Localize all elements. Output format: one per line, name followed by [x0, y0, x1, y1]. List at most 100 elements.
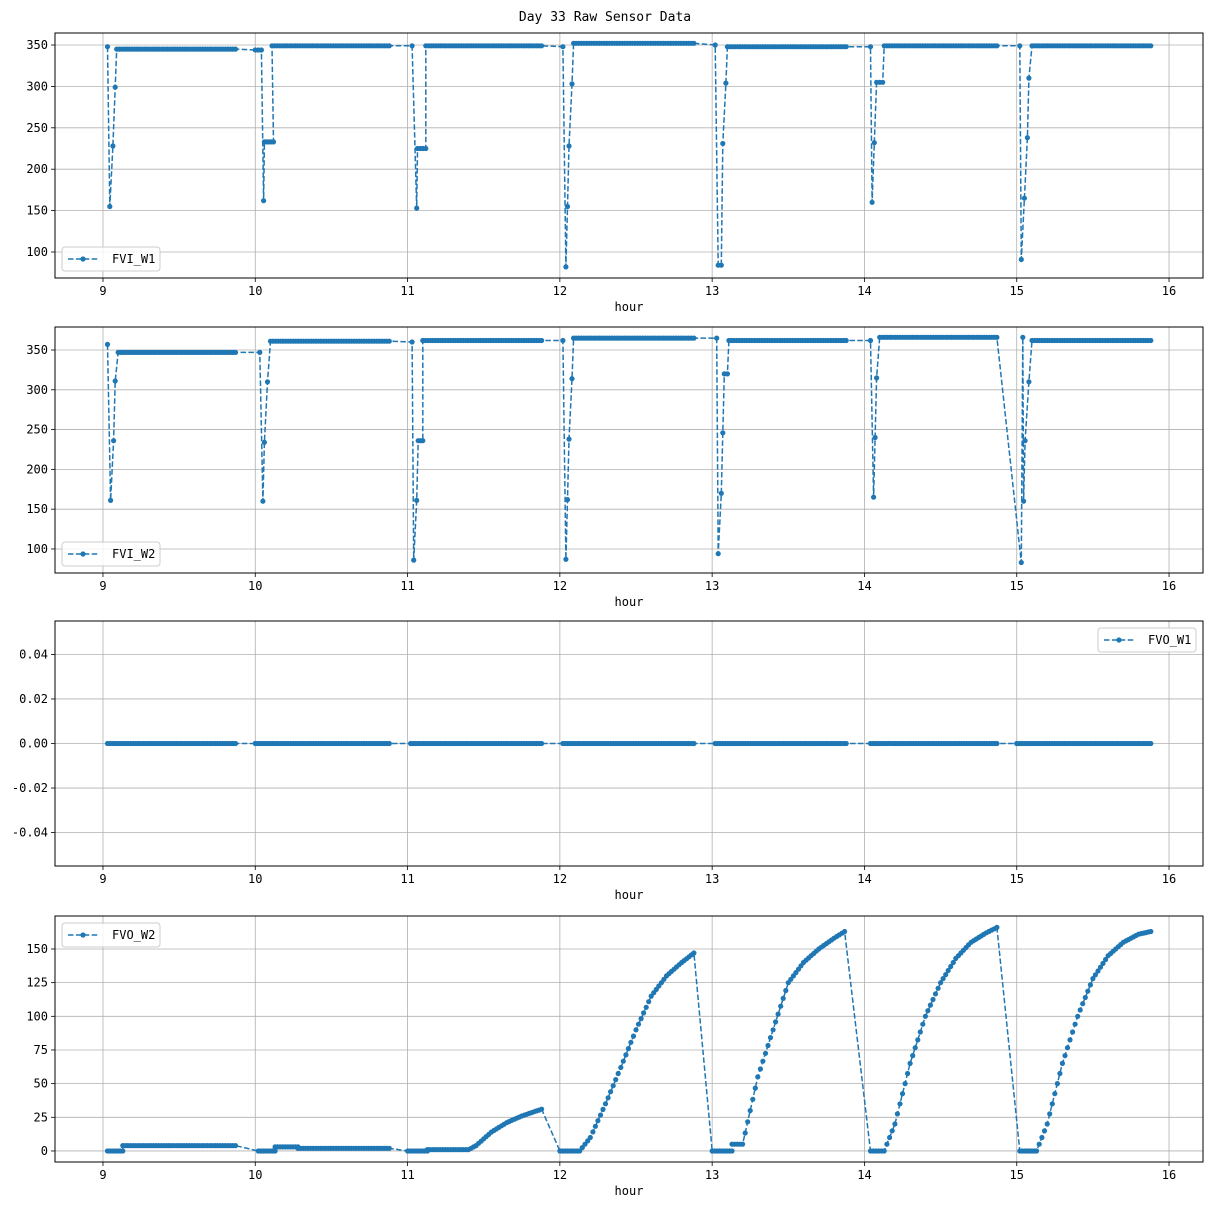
data-point — [950, 959, 956, 966]
y-tick-label: 0.04 — [19, 647, 48, 661]
data-point — [715, 551, 721, 557]
data-point — [409, 339, 415, 345]
data-point — [867, 337, 874, 344]
axes-frame — [54, 915, 1204, 1163]
data-point — [1057, 1070, 1063, 1077]
data-point — [1044, 1121, 1050, 1127]
data-point — [261, 198, 267, 204]
legend-box — [61, 541, 161, 567]
x-tick-label: 11 — [400, 1168, 414, 1182]
data-point — [1018, 559, 1024, 566]
x-tick-label: 10 — [248, 1168, 262, 1182]
x-tick-label: 9 — [99, 579, 106, 593]
data-point — [1020, 334, 1026, 340]
data-point — [1075, 1013, 1081, 1019]
subplot-2: 9 10 11 12 13 14 15 16 100 150 200 250 300 350 hour FVI… — [26, 326, 1204, 609]
y-tick-label: 75 — [34, 1043, 48, 1057]
data-point — [770, 1027, 776, 1033]
data-point — [423, 145, 429, 152]
x-tick-label: 12 — [553, 284, 567, 298]
data-point — [945, 967, 951, 974]
data-point — [411, 557, 417, 563]
x-tick-label: 14 — [857, 284, 871, 298]
data-point — [1095, 968, 1101, 974]
data-point — [608, 1089, 614, 1095]
data-point — [899, 1091, 906, 1097]
data-point — [867, 44, 874, 50]
y-tick-label: 150 — [26, 204, 48, 218]
data-point — [563, 556, 569, 562]
data-point — [843, 740, 849, 747]
data-point — [720, 140, 726, 147]
x-axis-label: hour — [615, 1184, 644, 1198]
data-point — [723, 80, 729, 86]
data-point — [625, 1046, 632, 1052]
axes-frame — [54, 326, 1204, 574]
data-point — [871, 494, 877, 500]
data-point — [257, 349, 263, 355]
x-tick-label: 9 — [99, 872, 106, 886]
data-point — [272, 1148, 278, 1154]
data-point — [232, 1143, 239, 1149]
legend-marker-icon — [80, 551, 86, 557]
legend-label: FVI_W1 — [112, 252, 155, 266]
data-point — [560, 337, 566, 344]
y-tick-label: 150 — [26, 502, 48, 516]
x-tick-label: 13 — [705, 872, 719, 886]
data-point — [605, 1095, 611, 1101]
x-tick-label: 15 — [1010, 872, 1024, 886]
data-point — [905, 1070, 911, 1077]
data-point — [1026, 75, 1032, 81]
y-tick-label: 300 — [26, 383, 48, 397]
data-point — [892, 1121, 898, 1127]
data-point — [907, 1060, 913, 1066]
x-axis-label: hour — [615, 888, 644, 902]
data-point — [107, 203, 113, 210]
data-point — [623, 1052, 629, 1058]
subplot-3: 9 10 11 12 13 14 15 16 -0.04 -0.02 0.00 0.02 0.04 hou… — [12, 620, 1204, 902]
y-tick-label: 250 — [26, 423, 48, 437]
x-tick-label: 16 — [1162, 872, 1176, 886]
data-point — [258, 47, 264, 53]
data-point — [108, 497, 114, 503]
data-point — [742, 1130, 748, 1136]
data-point — [539, 337, 545, 344]
data-point — [880, 79, 886, 85]
data-point — [232, 740, 239, 747]
data-point — [112, 378, 118, 384]
data-point — [938, 980, 944, 986]
y-tick-label: 200 — [26, 462, 48, 476]
data-point — [600, 1106, 606, 1112]
data-point — [994, 43, 1000, 49]
data-point — [729, 1148, 735, 1154]
data-point — [925, 1008, 931, 1014]
data-point — [1021, 498, 1027, 504]
data-point — [414, 497, 420, 503]
x-tick-label: 14 — [857, 872, 871, 886]
data-point — [780, 995, 786, 1002]
legend: FVO_W1 — [1097, 627, 1197, 653]
data-point — [718, 262, 724, 268]
data-point — [922, 1013, 929, 1019]
data-point — [778, 1003, 784, 1009]
data-point — [691, 40, 697, 46]
y-tick-label: 200 — [26, 162, 48, 176]
data-point — [869, 199, 875, 205]
data-point — [872, 434, 878, 441]
data-point — [232, 349, 239, 355]
data-point — [641, 1010, 647, 1016]
data-point — [757, 1066, 764, 1072]
data-point — [943, 972, 949, 978]
x-tick-label: 10 — [248, 284, 262, 298]
legend-marker-icon — [1116, 637, 1122, 643]
subplot-1: 9 10 11 12 13 14 15 16 100 150 200 250 300 350 hour FVI… — [26, 32, 1204, 314]
y-tick-label: 50 — [34, 1077, 48, 1091]
subplot-4: 9 10 11 12 13 14 15 16 0 25 50 75 100 125 150 hour FVO_W… — [26, 915, 1204, 1198]
data-point — [887, 1134, 893, 1141]
x-tick-label: 15 — [1010, 1168, 1024, 1182]
x-tick-label: 11 — [400, 579, 414, 593]
x-tick-label: 14 — [857, 579, 871, 593]
series-markers-FVI_W1 — [104, 40, 1154, 270]
data-point — [386, 338, 392, 344]
data-point — [994, 740, 1000, 747]
